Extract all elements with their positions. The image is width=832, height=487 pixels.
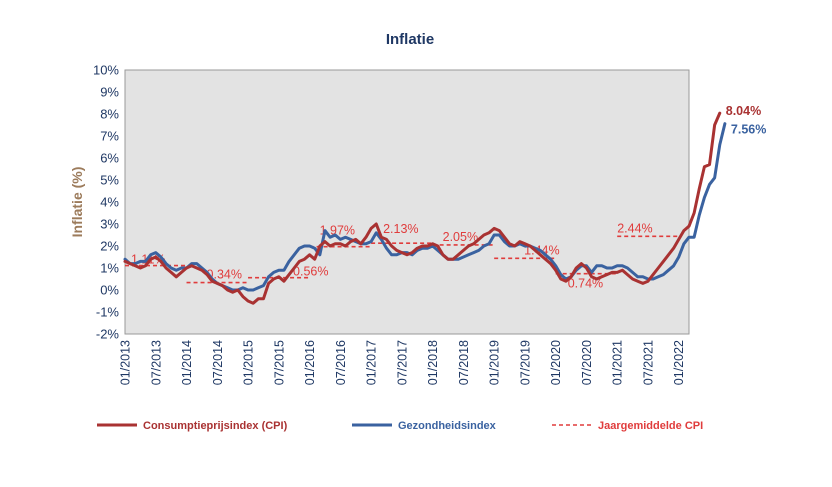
yearly-average-label: 0.56%: [293, 265, 328, 279]
yearly-average-label: 0.34%: [207, 268, 242, 282]
yearly-average-label: 0.74%: [568, 277, 603, 291]
x-tick-label: 01/2021: [611, 340, 625, 385]
x-tick-label: 07/2016: [334, 340, 348, 385]
x-tick-label: 07/2015: [272, 340, 286, 385]
x-tick-label: 07/2013: [149, 340, 163, 385]
x-tick-label: 01/2018: [426, 340, 440, 385]
y-tick-label: 5%: [100, 173, 119, 188]
legend-label-health: Gezondheidsindex: [398, 420, 497, 432]
x-tick-label: 07/2014: [211, 340, 225, 385]
end-value-label-cpi: 8.04%: [726, 104, 761, 118]
end-labels: 8.04% 7.56%: [726, 104, 767, 137]
plot-area: [124, 69, 690, 335]
y-tick-label: -2%: [96, 327, 120, 342]
x-tick-label: 07/2017: [395, 340, 409, 385]
y-tick-label: 10%: [93, 63, 119, 78]
legend-label-cpi: Consumptieprijsindex (CPI): [143, 420, 288, 432]
y-axis-label: Inflatie (%): [69, 167, 85, 238]
y-tick-label: 9%: [100, 85, 119, 100]
y-tick-label: 4%: [100, 195, 119, 210]
x-tick-label: 01/2019: [488, 340, 502, 385]
yearly-average-label: 2.44%: [617, 221, 652, 235]
x-axis-ticks: 01/2013 07/2013 01/2014 07/2014 01/2015 07/20…: [119, 340, 687, 385]
legend: Consumptieprijsindex (CPI) Gezondheidsind…: [97, 420, 703, 432]
y-tick-label: 6%: [100, 151, 119, 166]
series-lines: [123, 111, 727, 305]
y-axis-ticks: -2% -1% 0% 1% 2% 3% 4% 5% 6% 7% 8% 9% 10%: [93, 63, 119, 342]
x-tick-label: 01/2020: [549, 340, 563, 385]
y-tick-label: 2%: [100, 239, 119, 254]
yearly-average-label: 2.05%: [443, 230, 478, 244]
x-tick-label: 01/2022: [672, 340, 686, 385]
series-line-cpi: [123, 111, 722, 305]
y-tick-label: 0%: [100, 283, 119, 298]
x-tick-label: 01/2016: [303, 340, 317, 385]
x-tick-label: 07/2021: [641, 340, 655, 385]
end-value-label-health: 7.56%: [731, 123, 766, 137]
yearly-average-label: 2.13%: [383, 222, 418, 236]
legend-label-average: Jaargemiddelde CPI: [598, 420, 703, 432]
y-tick-label: 1%: [100, 261, 119, 276]
x-tick-label: 01/2015: [242, 340, 256, 385]
chart-title: Inflatie: [386, 31, 434, 48]
y-tick-label: 8%: [100, 107, 119, 122]
x-tick-label: 01/2014: [180, 340, 194, 385]
x-tick-label: 01/2013: [119, 340, 133, 385]
x-tick-label: 01/2017: [365, 340, 379, 385]
y-tick-label: -1%: [96, 305, 120, 320]
x-tick-label: 07/2018: [457, 340, 471, 385]
x-tick-label: 07/2020: [580, 340, 594, 385]
y-tick-label: 7%: [100, 129, 119, 144]
y-tick-label: 3%: [100, 217, 119, 232]
x-tick-label: 07/2019: [518, 340, 532, 385]
